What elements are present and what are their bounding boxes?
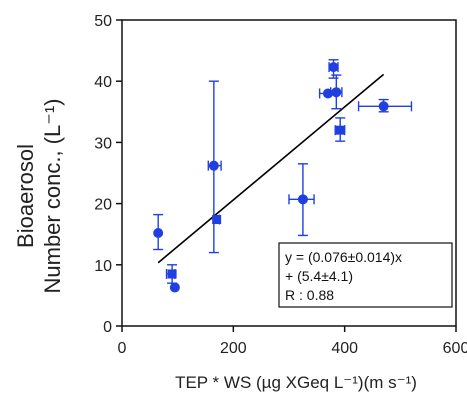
y-axis-title-line2: Number conc., (L⁻¹): [40, 99, 65, 294]
y-tick-label: 0: [103, 319, 112, 336]
data-point-circle: [169, 282, 180, 293]
data-point-group: [330, 74, 343, 110]
fit-annotation: y = (0.076±0.014)x + (5.4±4.1) R : 0.88: [278, 242, 453, 308]
x-axis-title: TEP * WS (µg XGeq L⁻¹)(m s⁻¹): [175, 373, 417, 392]
data-point-circle: [322, 88, 333, 99]
data-point-circle: [331, 87, 342, 98]
x-tick-label: 200: [220, 340, 247, 357]
data-point-group: [153, 213, 164, 251]
data-point-circle: [378, 101, 389, 112]
data-point-square: [212, 215, 222, 225]
fit-line: [157, 73, 385, 264]
y-tick-label: 40: [94, 74, 112, 91]
data-point-circle: [153, 227, 164, 238]
data-point-group: [334, 117, 346, 142]
data-point-group: [357, 98, 413, 113]
y-axis-title: Bioaerosol Number conc., (L⁻¹): [13, 99, 65, 294]
data-point-square: [335, 125, 345, 135]
fit-annotation-line1: y = (0.076±0.014)x: [285, 249, 402, 265]
y-axis-title-line1: Bioaerosol: [13, 144, 38, 248]
data-point-group: [207, 80, 222, 254]
plot-area: 0 200 400 600 0 10 20 30 40 50: [94, 13, 467, 357]
x-tick-label: 0: [118, 340, 127, 357]
fit-annotation-border: [278, 242, 453, 308]
data-point-square: [167, 269, 177, 279]
plot-frame: [121, 19, 457, 327]
data-point-group: [165, 264, 178, 284]
data-point-group: [288, 163, 315, 237]
data-point-circle: [328, 62, 339, 73]
x-tick-label: 400: [331, 340, 358, 357]
fit-annotation-line3: R : 0.88: [285, 287, 334, 303]
y-tick-label: 30: [94, 135, 112, 152]
x-tick-label: 600: [443, 340, 467, 357]
y-tick-label: 50: [94, 13, 112, 30]
y-tick-label: 20: [94, 197, 112, 214]
fit-annotation-line2: + (5.4±4.1): [285, 268, 353, 284]
data-point-group: [169, 282, 180, 293]
data-point-circle: [208, 160, 219, 171]
y-tick-label: 10: [94, 258, 112, 275]
data-point-circle: [297, 194, 308, 205]
data-point-group: [212, 214, 222, 225]
